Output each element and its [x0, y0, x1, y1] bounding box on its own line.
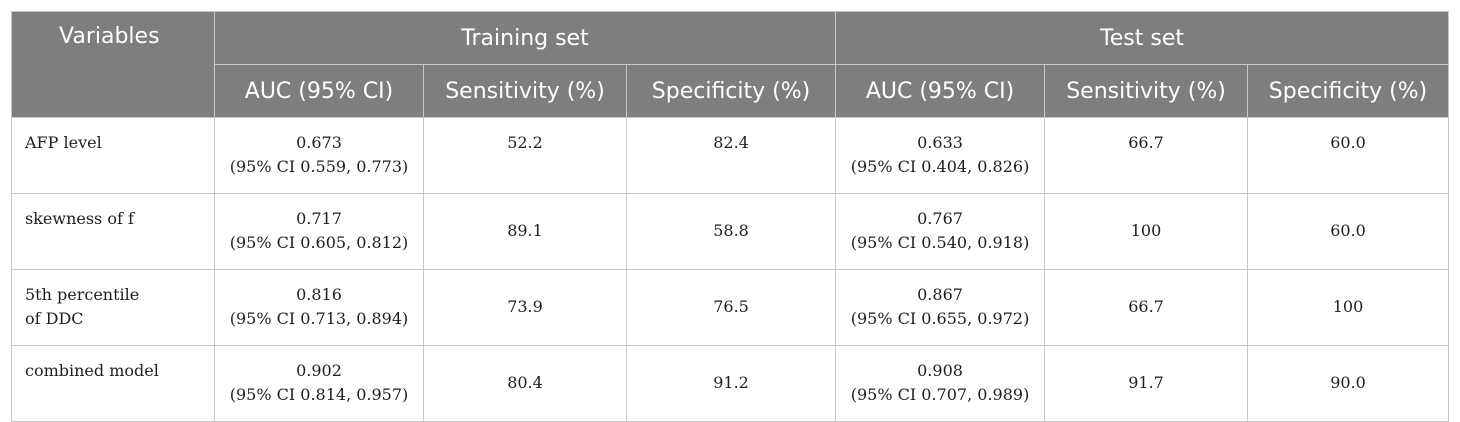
auc-value: 0.673 [296, 133, 342, 152]
test-sensitivity-cell: 66.7 [1044, 117, 1249, 194]
header-train-auc: AUC (95% CI) [214, 64, 424, 118]
train-auc-cell: 0.717 (95% CI 0.605, 0.812) [214, 193, 424, 270]
ci-range: (95% CI 0.655, 0.972) [850, 309, 1030, 328]
auc-value: 0.908 [917, 361, 963, 380]
variable-cell: combined model [11, 345, 215, 422]
table-row: combined model 0.902 (95% CI 0.814, 0.957… [11, 345, 1450, 422]
train-specificity-cell: 82.4 [625, 117, 837, 194]
variable-label-line2: of DDC [25, 309, 84, 328]
results-table: Variables Training set Test set AUC (95%… [11, 11, 1450, 422]
header-variables: Variables [11, 11, 215, 118]
test-sensitivity-cell: 66.7 [1044, 269, 1249, 346]
header-test-set: Test set [835, 11, 1450, 65]
auc-value: 0.767 [917, 209, 963, 228]
train-sensitivity-cell: 89.1 [423, 193, 627, 270]
header-test-auc: AUC (95% CI) [835, 64, 1046, 118]
ci-range: (95% CI 0.707, 0.989) [850, 385, 1030, 404]
ci-range: (95% CI 0.605, 0.812) [229, 233, 409, 252]
ci-range: (95% CI 0.814, 0.957) [229, 385, 409, 404]
ci-range: (95% CI 0.559, 0.773) [229, 157, 409, 176]
header-test-specificity: Specificity (%) [1247, 64, 1450, 118]
variable-label: AFP level [25, 133, 102, 152]
train-auc-cell: 0.902 (95% CI 0.814, 0.957) [214, 345, 424, 422]
ci-range: (95% CI 0.540, 0.918) [850, 233, 1030, 252]
train-sensitivity-cell: 52.2 [423, 117, 627, 194]
variable-label: combined model [25, 361, 159, 380]
ci-range: (95% CI 0.404, 0.826) [850, 157, 1030, 176]
auc-value: 0.633 [917, 133, 963, 152]
table-row: 5th percentile of DDC 0.816 (95% CI 0.713,… [11, 269, 1450, 346]
test-auc-cell: 0.633 (95% CI 0.404, 0.826) [835, 117, 1046, 194]
train-specificity-cell: 91.2 [625, 345, 837, 422]
header-training-set: Training set [213, 11, 837, 65]
variable-cell: 5th percentile of DDC [11, 269, 215, 346]
train-sensitivity-cell: 80.4 [423, 345, 627, 422]
variable-label: 5th percentile [25, 285, 140, 304]
auc-value: 0.717 [296, 209, 342, 228]
train-specificity-cell: 76.5 [625, 269, 837, 346]
table-row: AFP level 0.673 (95% CI 0.559, 0.773) 52.… [11, 117, 1450, 194]
header-row-metrics: AUC (95% CI) Sensitivity (%) Specificity… [12, 64, 1450, 118]
variable-cell: AFP level [11, 117, 215, 194]
test-specificity-cell: 60.0 [1247, 193, 1450, 270]
results-table-container: Variables Training set Test set AUC (95%… [11, 11, 1450, 422]
variable-cell: skewness of f [11, 193, 215, 270]
test-auc-cell: 0.767 (95% CI 0.540, 0.918) [835, 193, 1046, 270]
test-specificity-cell: 60.0 [1247, 117, 1450, 194]
train-specificity-cell: 58.8 [625, 193, 837, 270]
train-auc-cell: 0.816 (95% CI 0.713, 0.894) [214, 269, 424, 346]
auc-value: 0.902 [296, 361, 342, 380]
test-sensitivity-cell: 91.7 [1044, 345, 1249, 422]
header-train-sensitivity: Sensitivity (%) [423, 64, 627, 118]
header-train-specificity: Specificity (%) [625, 64, 837, 118]
test-sensitivity-cell: 100 [1044, 193, 1249, 270]
test-auc-cell: 0.908 (95% CI 0.707, 0.989) [835, 345, 1046, 422]
train-auc-cell: 0.673 (95% CI 0.559, 0.773) [214, 117, 424, 194]
auc-value: 0.867 [917, 285, 963, 304]
header-row-groups: Variables Training set Test set [11, 11, 1450, 118]
table-row: skewness of f 0.717 (95% CI 0.605, 0.812)… [11, 193, 1450, 270]
train-sensitivity-cell: 73.9 [423, 269, 627, 346]
header-test-sensitivity: Sensitivity (%) [1044, 64, 1249, 118]
test-specificity-cell: 90.0 [1247, 345, 1450, 422]
auc-value: 0.816 [296, 285, 342, 304]
test-specificity-cell: 100 [1247, 269, 1450, 346]
variable-label: skewness of f [25, 209, 134, 228]
test-auc-cell: 0.867 (95% CI 0.655, 0.972) [835, 269, 1046, 346]
ci-range: (95% CI 0.713, 0.894) [229, 309, 409, 328]
